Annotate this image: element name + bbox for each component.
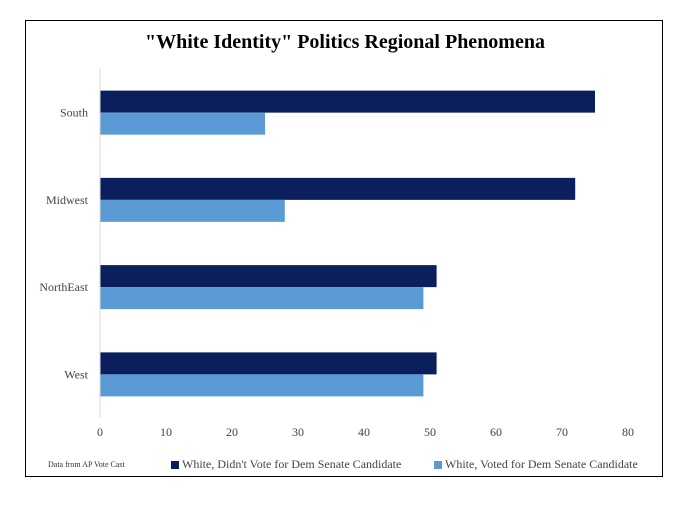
x-tick-label-0: 0 xyxy=(97,425,103,439)
category-label-midwest: Midwest xyxy=(46,193,89,207)
bar-midwest-series-1 xyxy=(100,199,285,222)
bar-west-series-1 xyxy=(100,374,424,397)
bar-northeast-series-0 xyxy=(100,265,437,288)
category-label-northeast: NorthEast xyxy=(39,280,88,294)
bar-south-series-1 xyxy=(100,112,265,135)
bar-northeast-series-1 xyxy=(100,287,424,310)
bar-midwest-series-0 xyxy=(100,177,576,200)
x-tick-label-10: 10 xyxy=(160,425,172,439)
x-tick-label-60: 60 xyxy=(490,425,502,439)
x-tick-label-80: 80 xyxy=(622,425,634,439)
legend-label-didnt-vote-dem: White, Didn't Vote for Dem Senate Candid… xyxy=(182,457,402,471)
legend-item-didnt-vote-dem: White, Didn't Vote for Dem Senate Candid… xyxy=(171,457,401,472)
category-label-west: West xyxy=(64,367,88,381)
legend: Data from AP Vote Cast White, Didn't Vot… xyxy=(48,457,658,475)
x-tick-label-30: 30 xyxy=(292,425,304,439)
chart-title: "White Identity" Politics Regional Pheno… xyxy=(145,31,545,53)
legend-item-voted-dem: White, Voted for Dem Senate Candidate xyxy=(434,457,638,472)
plot-area: South Midwest NorthEast West 0 10 20 30 40 50 60 70… xyxy=(39,69,634,439)
x-tick-label-50: 50 xyxy=(424,425,436,439)
x-tick-label-40: 40 xyxy=(358,425,370,439)
legend-swatch-didnt-vote-dem xyxy=(171,460,179,469)
legend-swatch-voted-dem xyxy=(434,460,442,469)
x-tick-label-20: 20 xyxy=(226,425,238,439)
category-label-south: South xyxy=(60,106,88,120)
bar-west-series-0 xyxy=(100,352,437,375)
legend-label-voted-dem: White, Voted for Dem Senate Candidate xyxy=(445,457,638,471)
chart-frame: "White Identity" Politics Regional Pheno… xyxy=(25,20,663,477)
bar-south-series-0 xyxy=(100,90,595,113)
source-note: Data from AP Vote Cast xyxy=(48,460,125,469)
x-tick-label-70: 70 xyxy=(556,425,568,439)
